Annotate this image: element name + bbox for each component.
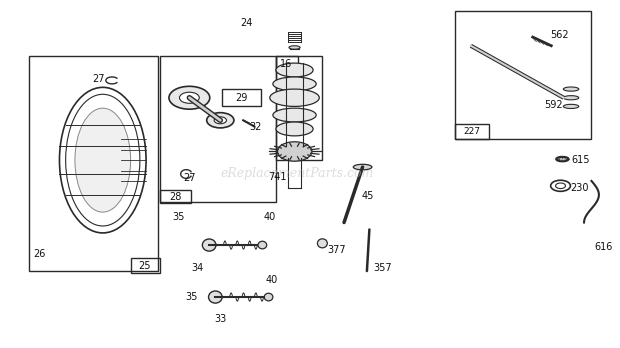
Text: 32: 32: [249, 121, 262, 132]
Ellipse shape: [317, 239, 327, 248]
Circle shape: [179, 92, 199, 103]
Ellipse shape: [258, 241, 267, 249]
Text: 357: 357: [373, 263, 392, 273]
Text: 35: 35: [185, 292, 197, 302]
Text: 24: 24: [241, 18, 253, 28]
Text: 377: 377: [327, 245, 346, 255]
Ellipse shape: [564, 87, 579, 91]
Ellipse shape: [75, 108, 131, 212]
Bar: [131, 258, 160, 273]
Bar: [276, 56, 298, 72]
Text: 741: 741: [268, 173, 286, 182]
Ellipse shape: [270, 89, 319, 106]
Ellipse shape: [202, 239, 216, 251]
Circle shape: [169, 86, 210, 109]
Text: 615: 615: [571, 156, 590, 166]
Ellipse shape: [289, 46, 300, 49]
Bar: [455, 11, 591, 139]
Bar: [161, 190, 191, 204]
Ellipse shape: [276, 122, 313, 136]
Text: 40: 40: [264, 212, 276, 222]
Bar: [29, 56, 159, 271]
Ellipse shape: [276, 63, 313, 77]
Ellipse shape: [264, 293, 273, 301]
Text: 28: 28: [170, 191, 182, 201]
Ellipse shape: [564, 104, 579, 109]
Text: eReplacementParts.com: eReplacementParts.com: [221, 167, 374, 181]
Text: 35: 35: [172, 212, 185, 222]
Text: 26: 26: [33, 249, 45, 259]
Text: 45: 45: [361, 191, 374, 201]
Circle shape: [206, 113, 234, 128]
Ellipse shape: [564, 96, 579, 100]
Text: 29: 29: [235, 93, 247, 103]
Text: 27: 27: [92, 74, 105, 84]
Ellipse shape: [273, 108, 316, 122]
Text: 562: 562: [550, 30, 569, 40]
Bar: [276, 56, 322, 160]
Ellipse shape: [353, 164, 372, 170]
Text: 592: 592: [544, 100, 562, 110]
Text: 616: 616: [595, 242, 613, 252]
Circle shape: [277, 142, 312, 161]
Ellipse shape: [556, 157, 569, 161]
Text: 40: 40: [265, 275, 278, 285]
Text: 27: 27: [183, 173, 196, 183]
Text: 25: 25: [139, 261, 151, 270]
Text: 16: 16: [280, 59, 293, 69]
Ellipse shape: [208, 291, 222, 303]
Circle shape: [214, 117, 226, 124]
Text: 34: 34: [191, 263, 203, 273]
Ellipse shape: [273, 77, 316, 91]
Bar: [455, 124, 489, 139]
Text: 227: 227: [464, 127, 480, 136]
Bar: [161, 56, 276, 202]
Text: 33: 33: [214, 314, 226, 324]
Text: 230: 230: [570, 183, 588, 193]
Bar: [222, 89, 260, 106]
